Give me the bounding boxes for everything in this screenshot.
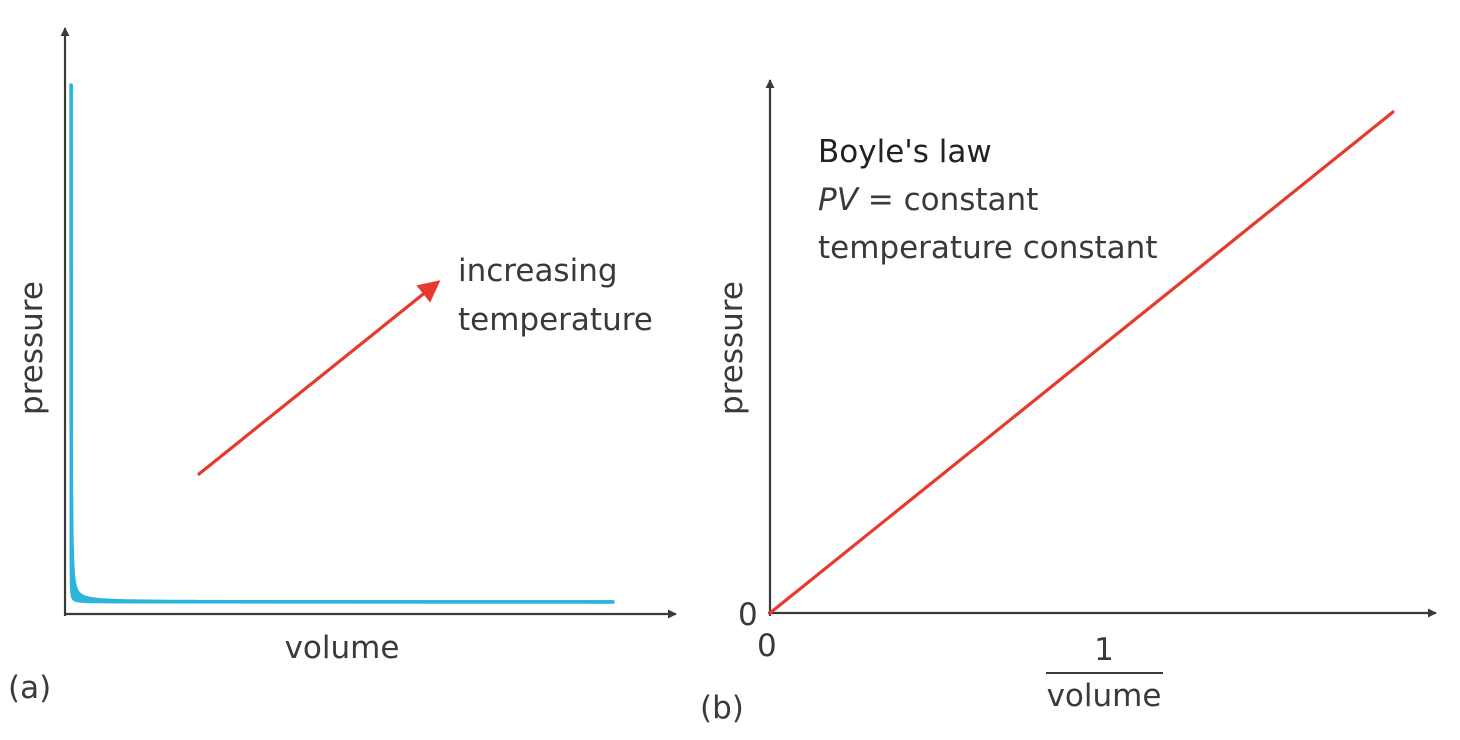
isotherm-curve-2 bbox=[69, 83, 615, 604]
chart-a: increasing temperature pressure volume (… bbox=[8, 27, 677, 706]
isotherm-curve-3 bbox=[69, 83, 615, 604]
chart-b-note: temperature constant bbox=[818, 230, 1157, 266]
isotherm-curve-1 bbox=[69, 83, 615, 604]
chart-b-line bbox=[768, 110, 1395, 615]
increasing-temperature-arrow bbox=[197, 280, 441, 476]
chart-b-panel-label: (b) bbox=[700, 690, 744, 726]
chart-b-ylabel: pressure bbox=[714, 281, 750, 415]
isotherm-curve-5 bbox=[69, 83, 615, 604]
chart-b-x-origin-label: 0 bbox=[757, 628, 777, 664]
chart-a-annotation-line-1: increasing bbox=[458, 253, 618, 289]
chart-b-title: Boyle's law bbox=[818, 134, 992, 170]
chart-b: Boyle's law PV = constant temperature co… bbox=[700, 79, 1437, 726]
chart-a-curves bbox=[69, 83, 615, 604]
chart-b-xlabel-denominator: volume bbox=[1047, 678, 1162, 714]
chart-b-subtitle-pv: PV bbox=[818, 182, 861, 218]
chart-b-subtitle-rest: = constant bbox=[858, 182, 1038, 218]
isotherm-curve-4 bbox=[69, 83, 615, 604]
chart-a-panel-label: (a) bbox=[8, 670, 51, 706]
chart-b-y-origin-label: 0 bbox=[738, 597, 758, 633]
chart-b-subtitle: PV = constant bbox=[818, 182, 1038, 218]
chart-a-annotation-line-2: temperature bbox=[458, 302, 653, 338]
chart-a-xlabel: volume bbox=[285, 630, 400, 666]
chart-b-xlabel-numerator: 1 bbox=[1094, 632, 1114, 668]
chart-a-ylabel: pressure bbox=[14, 281, 50, 415]
